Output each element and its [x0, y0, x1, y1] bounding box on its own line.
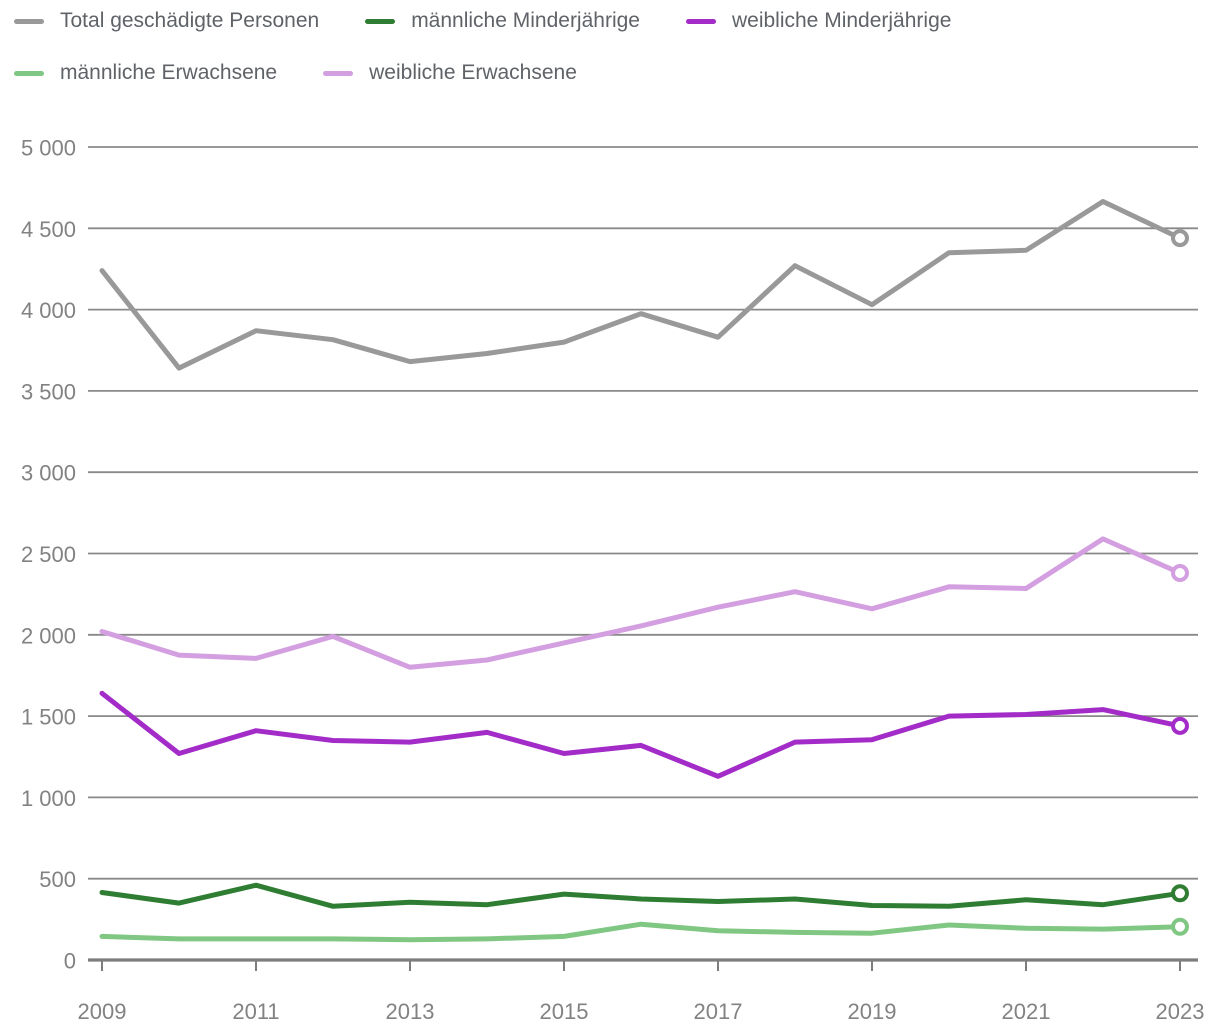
y-axis-label: 4 000: [21, 298, 76, 323]
x-axis-label: 2015: [540, 999, 589, 1020]
x-axis-label: 2019: [848, 999, 897, 1020]
legend-label-female-adults: weibliche Erwachsene: [369, 61, 577, 84]
end-marker-male-minors: [1171, 884, 1189, 903]
legend-swatch-female-minors: [685, 18, 716, 24]
legend-item-male-minors[interactable]: männliche Minderjährige: [365, 6, 640, 36]
y-axis-label: 1 000: [21, 786, 76, 811]
y-axis-label: 1 500: [21, 705, 76, 730]
x-axis-label: 2021: [1002, 999, 1051, 1020]
end-marker-male-adults: [1171, 917, 1189, 936]
y-axis-label: 0: [64, 949, 76, 974]
y-axis-label: 2 000: [21, 623, 76, 648]
series-line-male-minors: [99, 882, 1183, 909]
y-axis-label: 500: [39, 867, 76, 892]
y-axis-label: 2 500: [21, 542, 76, 567]
series-line-female-adults: [99, 536, 1183, 670]
legend-item-female-adults[interactable]: weibliche Erwachsene: [323, 58, 577, 88]
y-axis-label: 3 500: [21, 379, 76, 404]
legend-item-male-adults[interactable]: männliche Erwachsene: [14, 58, 277, 88]
y-axis-label: 3 000: [21, 461, 76, 486]
chart-legend: Total geschädigte Personen männliche Mind…: [14, 6, 1204, 88]
legend-swatch-female-adults: [323, 70, 354, 76]
series-line-male-adults: [99, 921, 1183, 943]
x-axis-label: 2017: [694, 999, 743, 1020]
x-axis-label: 2013: [386, 999, 435, 1020]
legend-label-female-minors: weibliche Minderjährige: [731, 9, 952, 32]
x-axis-label: 2011: [232, 999, 279, 1020]
legend-label-male-adults: männliche Erwachsene: [60, 61, 278, 84]
legend-swatch-male-adults: [14, 70, 44, 76]
legend-label-male-minors: männliche Minderjährige: [411, 9, 640, 32]
legend-item-female-minors[interactable]: weibliche Minderjährige: [685, 6, 952, 36]
x-axis-label: 2023: [1156, 999, 1205, 1020]
legend-label-total: Total geschädigte Personen: [60, 9, 320, 32]
end-marker-total: [1171, 229, 1189, 248]
y-axis-label: 5 000: [21, 136, 76, 161]
x-axis-label: 2009: [78, 999, 127, 1020]
legend-swatch-total: [14, 18, 44, 24]
series-line-total: [99, 199, 1183, 371]
end-marker-female-adults: [1171, 564, 1189, 582]
series-line-female-minors: [99, 690, 1183, 779]
end-marker-female-minors: [1171, 716, 1189, 735]
legend-swatch-male-minors: [365, 18, 396, 24]
y-axis-label: 4 500: [21, 217, 76, 242]
legend-item-total[interactable]: Total geschädigte Personen: [14, 6, 319, 36]
